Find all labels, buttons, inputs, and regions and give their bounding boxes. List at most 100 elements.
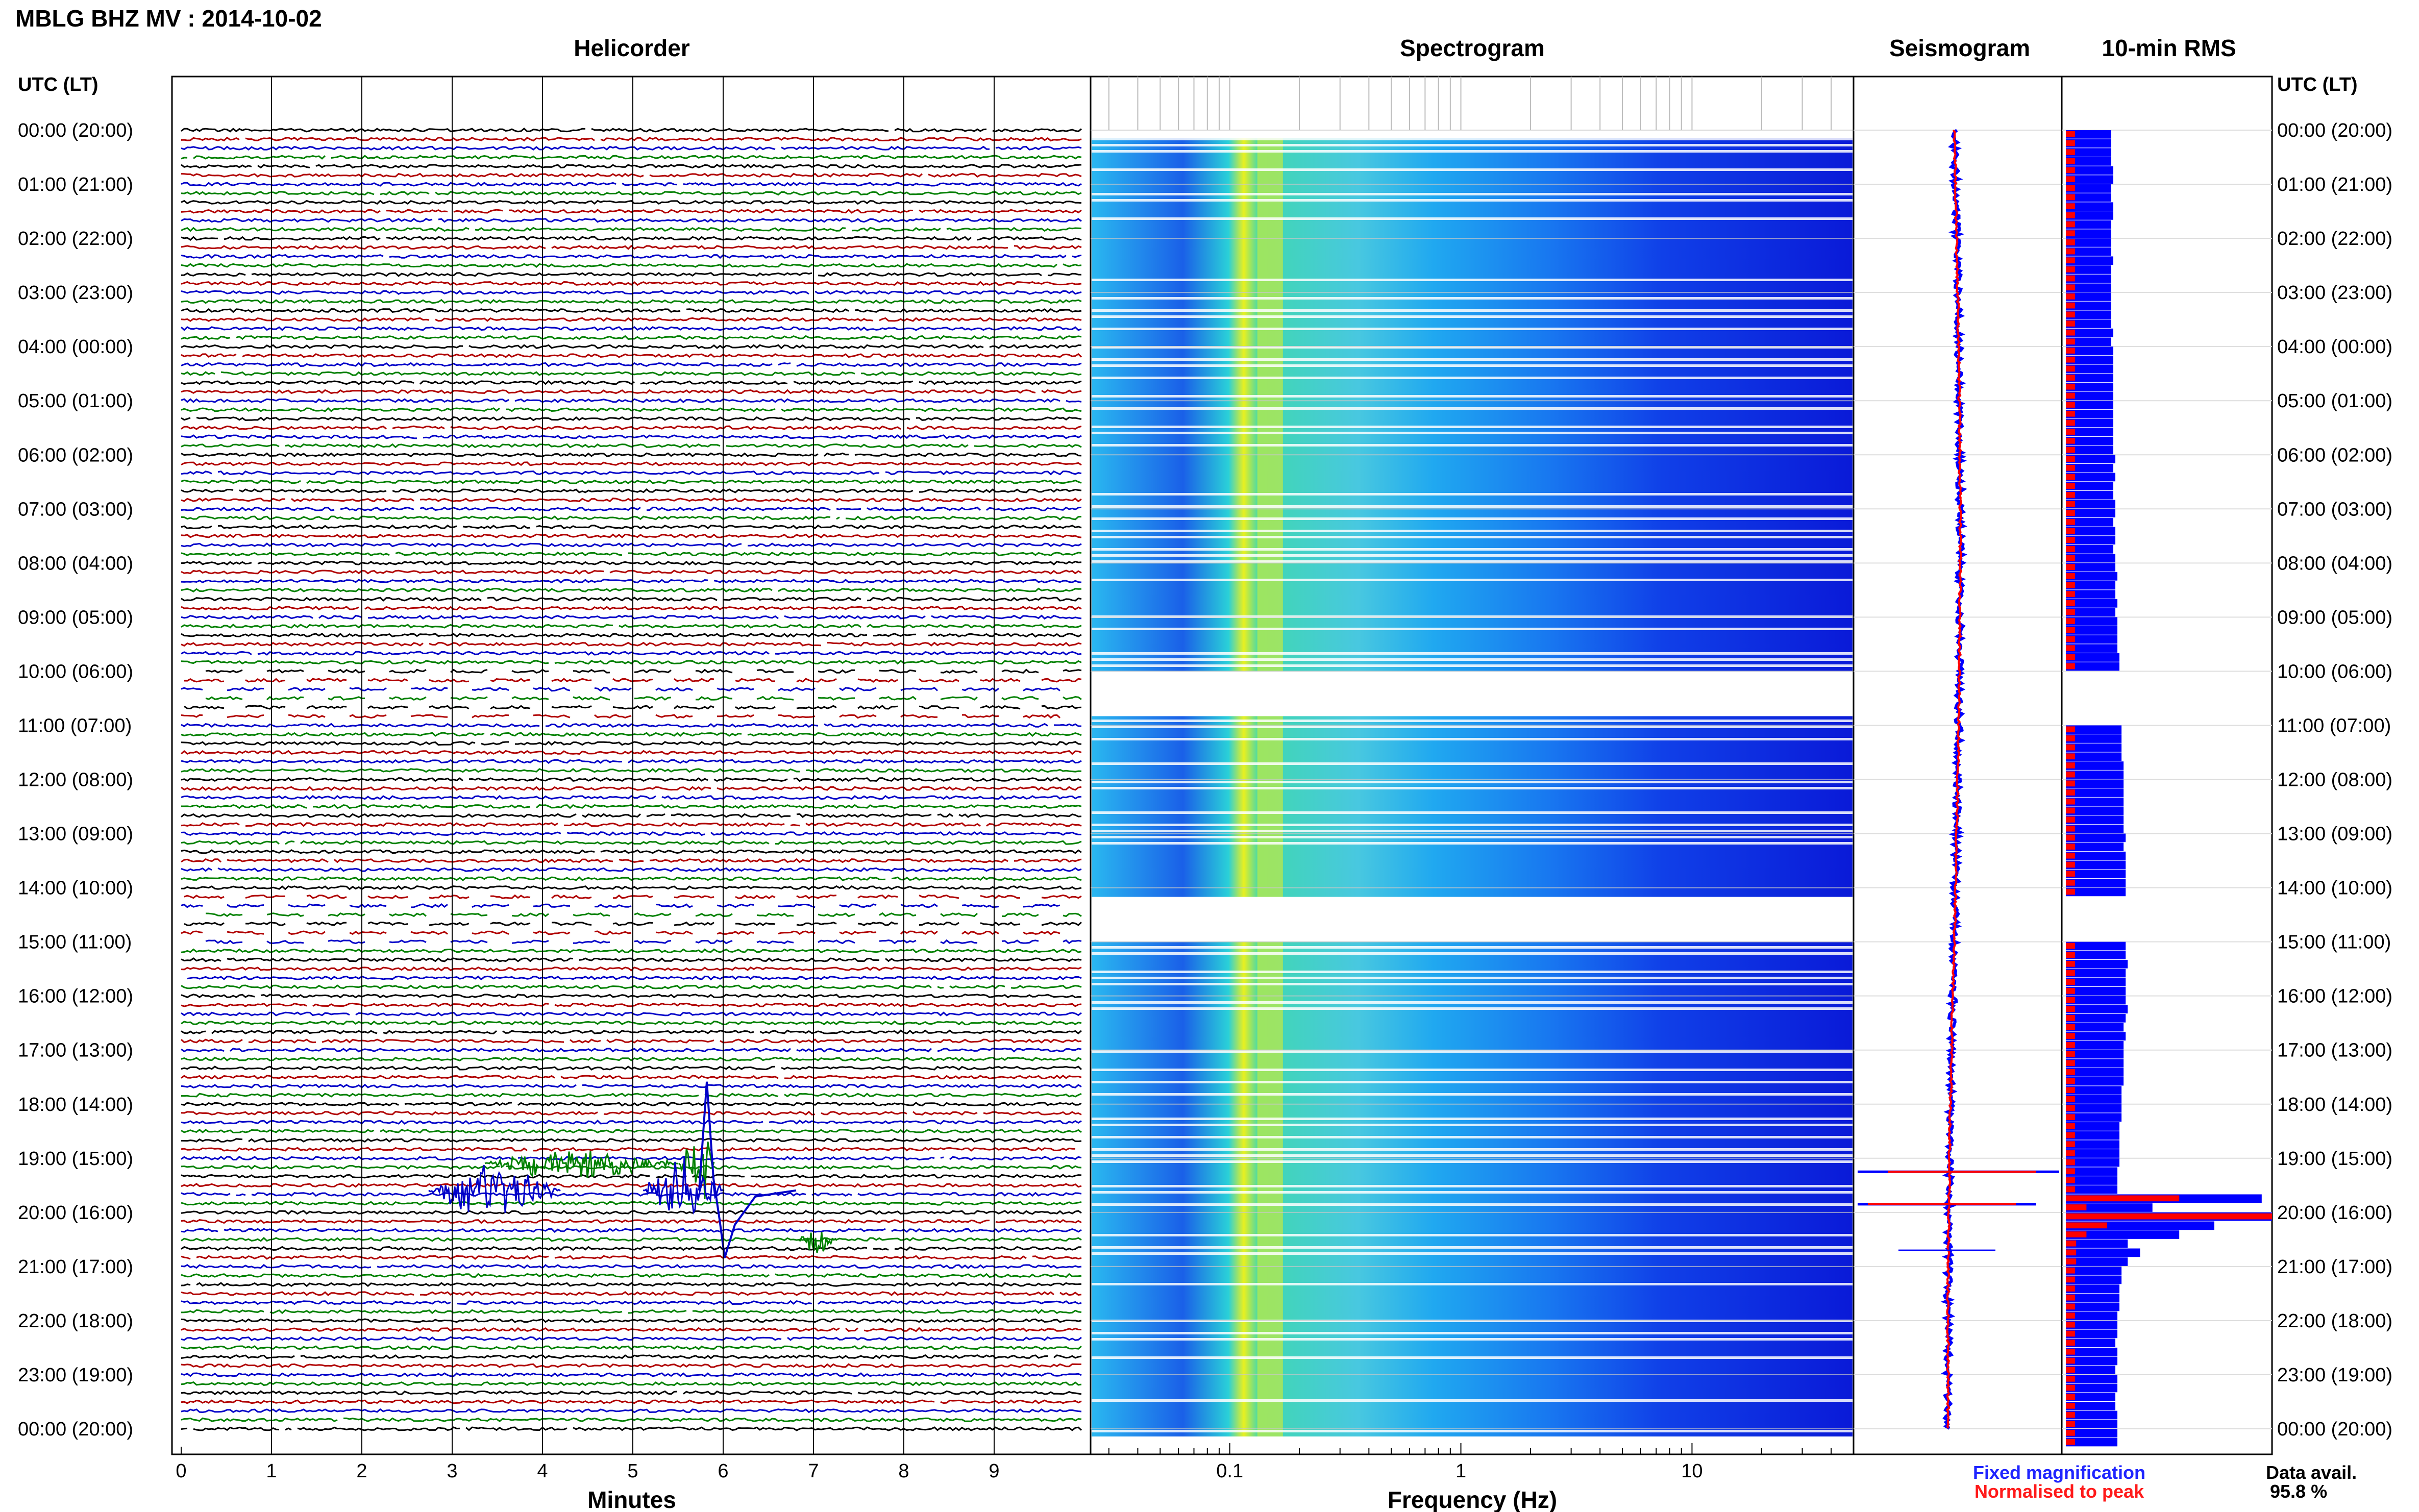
helicorder-trace [181, 155, 1082, 160]
helicorder-trace [181, 244, 1082, 250]
rms-bar-fixed [2066, 1041, 2124, 1050]
time-label-right: 18:00 (14:00) [2277, 1094, 2392, 1116]
rms-bar-normalised [2066, 780, 2075, 787]
spectrogram-gap-line [1092, 971, 1853, 973]
rms-bar-fixed [2066, 725, 2122, 734]
helicorder-trace [181, 308, 1082, 313]
helicorder-trace [181, 218, 1082, 223]
helicorder-trace [181, 1065, 1082, 1071]
rms-bar-fixed [2066, 752, 2122, 761]
minute-tick-label: 9 [989, 1460, 999, 1482]
helicorder-trace [181, 1228, 1082, 1233]
rms-bar-fixed [2066, 1339, 2115, 1347]
rms-bar-fixed [2066, 1059, 2124, 1068]
rms-bar-fixed [2066, 517, 2113, 527]
rms-bar-fixed [2066, 1293, 2119, 1302]
helicorder-trace [181, 1336, 1082, 1341]
spectrogram-gap-line [1092, 346, 1853, 349]
rms-bar-normalised [2066, 176, 2075, 183]
rms-bar-normalised [2066, 1222, 2107, 1229]
rms-bar-normalised [2066, 1141, 2075, 1148]
rms-bar-normalised [2066, 474, 2075, 480]
time-label-left: 21:00 (17:00) [18, 1256, 133, 1278]
helicorder-trace [181, 128, 1082, 133]
rms-bar-normalised [2066, 510, 2075, 516]
helicorder-trace [181, 416, 1082, 422]
rms-bar-fixed [2066, 870, 2126, 878]
spectrogram-gap-line [1092, 1252, 1853, 1255]
spectrogram-gap-line [1092, 579, 1853, 581]
rms-bar-normalised [2066, 1168, 2075, 1175]
rms-bar-normalised [2066, 1132, 2075, 1138]
rms-bar-normalised [2066, 1276, 2075, 1283]
rms-bar-fixed [2066, 1095, 2122, 1104]
time-label-right: 11:00 (07:00) [2277, 715, 2391, 736]
rms-bar-fixed [2066, 662, 2119, 671]
rms-bar-fixed [2066, 1032, 2126, 1041]
rms-bar-normalised [2066, 1024, 2075, 1030]
rms-bar-fixed [2066, 842, 2124, 851]
rms-bar-fixed [2066, 346, 2113, 355]
rms-bar-normalised [2066, 1285, 2075, 1292]
frequency-tick-label: 1 [1455, 1460, 1466, 1482]
rms-bar-normalised [2066, 997, 2075, 1003]
rms-bar-fixed [2066, 193, 2111, 202]
spectrogram-gap-line [1092, 548, 1853, 551]
rms-bar-fixed [2066, 355, 2113, 364]
time-label-left: 07:00 (03:00) [18, 499, 133, 520]
time-label-left: 15:00 (11:00) [18, 932, 132, 953]
rms-bar-normalised [2066, 518, 2075, 525]
rms-bar-fixed [2066, 761, 2124, 770]
time-label-left: 00:00 (20:00) [18, 1419, 133, 1440]
rms-bar-normalised [2066, 1096, 2075, 1102]
rms-bar-normalised [2066, 816, 2075, 823]
rms-bar-normalised [2066, 1348, 2075, 1355]
time-label-right: 19:00 (15:00) [2277, 1148, 2392, 1170]
rms-bar-normalised [2066, 1069, 2075, 1075]
rms-bar-normalised [2066, 1051, 2075, 1057]
time-label-left: 19:00 (15:00) [18, 1148, 133, 1170]
helicorder-trace [181, 1174, 1082, 1179]
rms-bar-fixed [2066, 1122, 2119, 1131]
helicorder-trace [181, 299, 1082, 304]
minute-tick-label: 0 [176, 1460, 186, 1482]
time-label-left: 23:00 (19:00) [18, 1365, 133, 1386]
rms-bar-normalised [2066, 1439, 2075, 1445]
rms-bar-fixed [2066, 202, 2113, 211]
rms-bar-fixed [2066, 1230, 2180, 1239]
rms-bar-normalised [2066, 1357, 2075, 1364]
helicorder-trace [181, 425, 1082, 431]
plot-title: MBLG BHZ MV : 2014-10-02 [15, 5, 322, 32]
rms-bar-fixed [2066, 1077, 2124, 1086]
rms-bar-normalised [2066, 1367, 2075, 1373]
helicorder-trace [181, 885, 1082, 890]
rms-bar-normalised [2066, 167, 2075, 173]
spectrogram-gap-line [1092, 1283, 1853, 1285]
time-label-left: 20:00 (16:00) [18, 1202, 133, 1224]
spectrogram-gap-line [1092, 830, 1853, 832]
rms-bar-normalised [2066, 140, 2075, 146]
rms-bar-normalised [2066, 1258, 2077, 1265]
rms-bar-normalised [2066, 1006, 2075, 1012]
helicorder-trace [205, 668, 1082, 674]
rms-bar-fixed [2066, 274, 2111, 283]
rms-bar-fixed [2066, 148, 2111, 157]
time-label-right: 15:00 (11:00) [2277, 932, 2391, 953]
helicorder-trace [205, 939, 1082, 945]
helicorder-trace [181, 1093, 1082, 1098]
rms-bar-fixed [2066, 401, 2113, 409]
rms-bar-normalised [2066, 861, 2075, 868]
minute-tick-label: 4 [537, 1460, 548, 1482]
time-label-right: 03:00 (23:00) [2277, 282, 2392, 304]
time-label-right: 05:00 (01:00) [2277, 390, 2392, 412]
rms-title: 10-min RMS [2102, 35, 2236, 61]
helicorder-trace [181, 587, 1082, 593]
rms-bar-normalised [2066, 293, 2075, 300]
helicorder-trace [181, 1083, 1082, 1089]
spectrogram-gap-line [1092, 1069, 1853, 1071]
helicorder-trace [181, 470, 1082, 476]
helicorder-trace [181, 1209, 1082, 1215]
rms-bar-normalised [2066, 356, 2075, 363]
utc-label-left: UTC (LT) [18, 74, 98, 95]
rms-bar-normalised [2066, 753, 2075, 760]
